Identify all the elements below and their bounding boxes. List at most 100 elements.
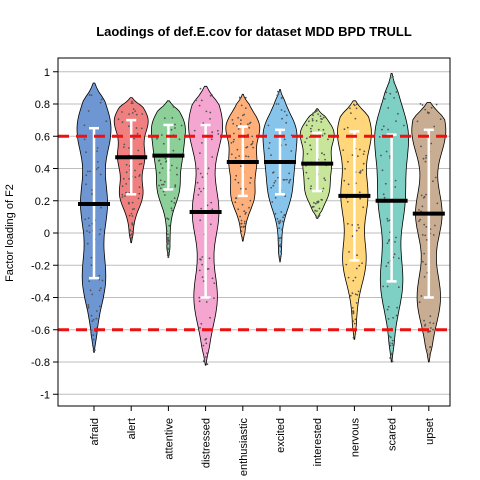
data-point bbox=[352, 279, 355, 282]
data-point bbox=[318, 207, 321, 210]
data-point bbox=[352, 320, 354, 323]
x-tick-label: interested bbox=[312, 418, 324, 466]
data-point bbox=[312, 205, 315, 208]
data-point bbox=[348, 251, 350, 253]
data-point bbox=[205, 301, 208, 303]
data-point bbox=[343, 179, 346, 182]
data-point bbox=[209, 223, 212, 226]
data-point bbox=[317, 128, 320, 131]
data-point bbox=[233, 132, 235, 135]
data-point bbox=[381, 169, 384, 172]
data-point bbox=[85, 174, 88, 177]
data-point bbox=[201, 263, 204, 266]
data-point bbox=[349, 107, 351, 110]
data-point bbox=[91, 293, 94, 296]
data-point bbox=[159, 179, 162, 182]
data-point bbox=[424, 160, 427, 163]
data-point bbox=[239, 123, 242, 125]
data-point bbox=[90, 256, 93, 259]
data-point bbox=[164, 157, 167, 160]
data-point bbox=[312, 114, 314, 117]
y-tick-label: 0.8 bbox=[35, 99, 50, 111]
data-point bbox=[346, 126, 349, 129]
data-point bbox=[206, 204, 209, 207]
data-point bbox=[387, 107, 390, 109]
data-point bbox=[237, 116, 240, 119]
data-point bbox=[395, 236, 397, 239]
data-point bbox=[432, 328, 434, 331]
data-point bbox=[141, 113, 144, 115]
data-point bbox=[134, 176, 137, 179]
data-point bbox=[288, 180, 291, 182]
violin-afraid bbox=[76, 82, 112, 353]
data-point bbox=[101, 279, 104, 282]
data-point bbox=[196, 181, 199, 184]
data-point bbox=[391, 342, 394, 345]
data-point bbox=[427, 331, 430, 333]
data-point bbox=[135, 113, 138, 116]
x-tick-label: enthusiastic bbox=[238, 418, 250, 477]
data-point bbox=[354, 117, 357, 120]
data-point bbox=[393, 81, 395, 84]
data-point bbox=[274, 196, 277, 199]
data-point bbox=[358, 227, 360, 229]
data-point bbox=[304, 141, 306, 144]
data-point bbox=[272, 171, 274, 174]
data-point bbox=[121, 111, 123, 113]
data-point bbox=[242, 114, 244, 117]
data-point bbox=[277, 239, 280, 242]
data-point bbox=[248, 206, 250, 209]
data-point bbox=[280, 109, 283, 111]
data-point bbox=[351, 235, 354, 238]
data-point bbox=[323, 177, 326, 180]
data-point bbox=[88, 231, 91, 234]
data-point bbox=[100, 206, 102, 209]
data-point bbox=[206, 352, 209, 355]
data-point bbox=[381, 128, 383, 131]
data-point bbox=[251, 140, 254, 143]
data-point bbox=[127, 125, 130, 128]
data-point bbox=[123, 143, 126, 146]
data-point bbox=[121, 121, 124, 124]
data-point bbox=[279, 245, 282, 248]
data-point bbox=[166, 243, 169, 246]
data-point bbox=[359, 148, 361, 151]
data-point bbox=[422, 196, 425, 199]
y-tick-label: 0.6 bbox=[35, 131, 50, 143]
data-point bbox=[128, 214, 131, 217]
data-point bbox=[342, 149, 345, 152]
data-point bbox=[434, 224, 436, 227]
data-point bbox=[211, 277, 214, 280]
data-point bbox=[251, 135, 254, 138]
data-point bbox=[389, 92, 392, 95]
data-point bbox=[209, 118, 211, 120]
data-point bbox=[240, 230, 243, 233]
data-point bbox=[90, 264, 93, 267]
data-point bbox=[131, 112, 134, 114]
data-point bbox=[352, 310, 355, 312]
y-tick-label: -0.6 bbox=[31, 325, 50, 337]
data-point bbox=[362, 162, 365, 165]
data-point bbox=[83, 138, 86, 141]
data-point bbox=[272, 184, 275, 187]
data-point bbox=[157, 160, 160, 162]
data-point bbox=[421, 234, 424, 236]
data-point bbox=[430, 106, 433, 109]
data-point bbox=[389, 352, 392, 354]
chart-title: Laodings of def.E.cov for dataset MDD BP… bbox=[96, 24, 412, 39]
data-point bbox=[314, 209, 316, 212]
data-point bbox=[92, 349, 95, 352]
data-point bbox=[351, 224, 354, 226]
data-point bbox=[315, 215, 318, 218]
data-point bbox=[421, 205, 424, 208]
reference-lines bbox=[58, 134, 450, 332]
y-tick-label: -1 bbox=[40, 389, 50, 401]
data-point bbox=[316, 110, 318, 112]
data-point bbox=[280, 211, 283, 213]
data-point bbox=[209, 111, 212, 114]
data-point bbox=[211, 131, 214, 134]
data-point bbox=[422, 157, 425, 160]
data-point bbox=[311, 125, 313, 127]
data-point bbox=[243, 220, 246, 223]
data-point bbox=[394, 241, 396, 243]
